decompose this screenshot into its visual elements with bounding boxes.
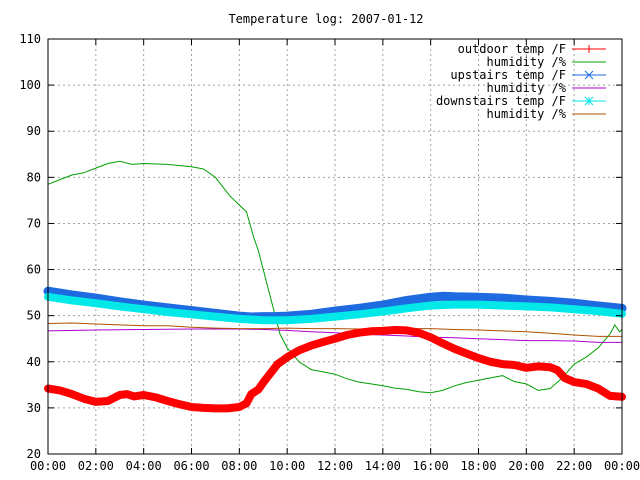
legend-plus-marker (585, 45, 593, 53)
y-tick-label: 80 (27, 170, 41, 184)
series-line-3 (47, 328, 623, 343)
y-tick-label: 50 (27, 309, 41, 323)
x-tick-label: 02:00 (78, 459, 114, 473)
legend-label: humidity /% (487, 81, 567, 95)
y-tick-label: 70 (27, 216, 41, 230)
x-tick-label: 12:00 (317, 459, 353, 473)
x-tick-label: 20:00 (508, 459, 544, 473)
y-tick-label: 100 (19, 78, 41, 92)
y-axis: 20 30 40 50 60 70 80 90 100 110 (19, 32, 622, 461)
series-line-0 (44, 326, 626, 413)
legend-cross-marker (584, 70, 594, 80)
legend-label: downstairs temp /F (436, 94, 566, 108)
y-tick-label: 30 (27, 401, 41, 415)
x-tick-label: 06:00 (173, 459, 209, 473)
x-tick-label: 10:00 (269, 459, 305, 473)
x-tick-label: 14:00 (365, 459, 401, 473)
legend-label: humidity /% (487, 55, 567, 69)
x-tick-label: 00:00 (30, 459, 66, 473)
legend-star-marker (584, 96, 594, 106)
series-line-5 (47, 322, 623, 337)
series-line-2 (43, 286, 627, 322)
x-tick-label: 22:00 (556, 459, 592, 473)
x-axis: 00:00 02:00 04:00 06:00 08:00 10:00 12:00 14:00… (30, 39, 640, 473)
legend-label: humidity /% (487, 107, 567, 121)
legend-label: upstairs temp /F (450, 68, 566, 82)
chart-title: Temperature log: 2007-01-12 (228, 12, 423, 26)
series-layer (43, 160, 627, 413)
x-tick-label: 16:00 (413, 459, 449, 473)
y-tick-label: 90 (27, 124, 41, 138)
y-tick-label: 60 (27, 263, 41, 277)
series-line-1 (47, 160, 623, 394)
x-tick-label: 00:00 (604, 459, 640, 473)
y-tick-label: 110 (19, 32, 41, 46)
y-tick-label: 40 (27, 355, 41, 369)
x-tick-label: 08:00 (221, 459, 257, 473)
legend-label: outdoor temp /F (458, 42, 566, 56)
x-tick-label: 18:00 (460, 459, 496, 473)
y-tick-label: 20 (27, 447, 41, 461)
x-tick-label: 04:00 (126, 459, 162, 473)
series-line-4 (44, 292, 626, 325)
